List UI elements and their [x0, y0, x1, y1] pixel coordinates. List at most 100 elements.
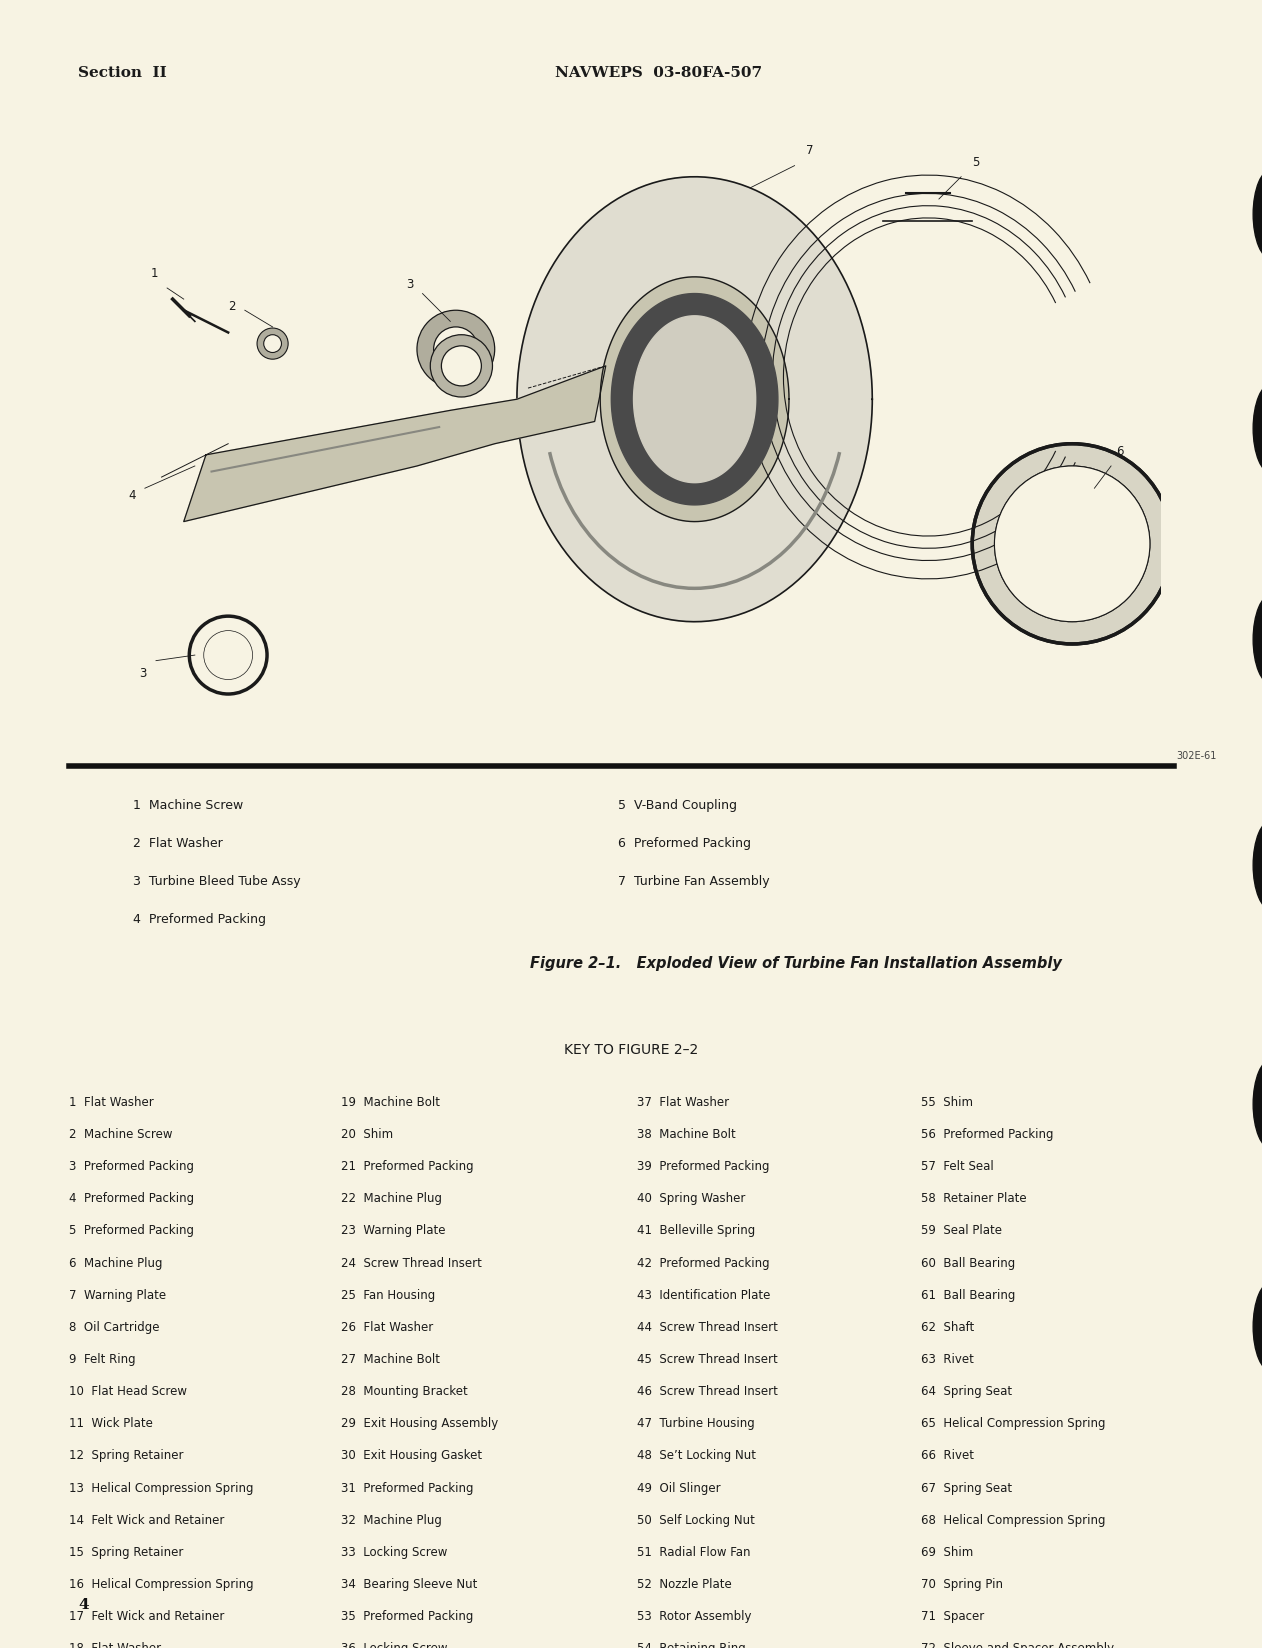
Text: 35  Preformed Packing: 35 Preformed Packing	[341, 1610, 473, 1623]
Text: 45  Screw Thread Insert: 45 Screw Thread Insert	[637, 1353, 779, 1366]
Text: 37  Flat Washer: 37 Flat Washer	[637, 1096, 729, 1109]
Text: 33  Locking Screw: 33 Locking Screw	[341, 1546, 447, 1559]
Text: 69  Shim: 69 Shim	[921, 1546, 973, 1559]
Circle shape	[430, 335, 492, 397]
Text: 40  Spring Washer: 40 Spring Washer	[637, 1193, 746, 1205]
Text: 22  Machine Plug: 22 Machine Plug	[341, 1193, 442, 1205]
Text: 36  Locking Screw: 36 Locking Screw	[341, 1641, 447, 1648]
Text: 55  Shim: 55 Shim	[921, 1096, 973, 1109]
Ellipse shape	[1253, 1282, 1262, 1371]
Text: 9  Felt Ring: 9 Felt Ring	[69, 1353, 136, 1366]
Text: 32  Machine Plug: 32 Machine Plug	[341, 1513, 442, 1526]
Text: NAVWEPS  03-80FA-507: NAVWEPS 03-80FA-507	[555, 66, 762, 79]
Text: 8  Oil Cartridge: 8 Oil Cartridge	[69, 1322, 160, 1333]
Text: 51  Radial Flow Fan: 51 Radial Flow Fan	[637, 1546, 751, 1559]
Text: 5  V-Band Coupling: 5 V-Band Coupling	[618, 799, 737, 812]
Text: 70  Spring Pin: 70 Spring Pin	[921, 1579, 1003, 1590]
Polygon shape	[601, 277, 789, 521]
Text: 38  Machine Bolt: 38 Machine Bolt	[637, 1129, 736, 1140]
Text: 66  Rivet: 66 Rivet	[921, 1450, 974, 1462]
Text: 6  Machine Plug: 6 Machine Plug	[69, 1256, 163, 1269]
Text: 4  Preformed Packing: 4 Preformed Packing	[133, 913, 265, 926]
Text: 302E-61: 302E-61	[1176, 751, 1217, 761]
Text: 6: 6	[1117, 445, 1124, 458]
Text: 1  Machine Screw: 1 Machine Screw	[133, 799, 242, 812]
Text: 72  Sleeve and Spacer Assembly: 72 Sleeve and Spacer Assembly	[921, 1641, 1114, 1648]
Text: 4: 4	[129, 489, 136, 503]
Text: 24  Screw Thread Insert: 24 Screw Thread Insert	[341, 1256, 482, 1269]
Text: 31  Preformed Packing: 31 Preformed Packing	[341, 1482, 473, 1495]
Circle shape	[416, 310, 495, 387]
Text: 4  Preformed Packing: 4 Preformed Packing	[69, 1193, 194, 1205]
Polygon shape	[611, 293, 777, 504]
Text: 5: 5	[972, 155, 979, 168]
Text: 21  Preformed Packing: 21 Preformed Packing	[341, 1160, 473, 1173]
Text: 71  Spacer: 71 Spacer	[921, 1610, 984, 1623]
Text: 2: 2	[228, 300, 236, 313]
Text: 27  Machine Bolt: 27 Machine Bolt	[341, 1353, 439, 1366]
Circle shape	[972, 443, 1172, 644]
Text: 56  Preformed Packing: 56 Preformed Packing	[921, 1129, 1054, 1140]
Text: 10  Flat Head Screw: 10 Flat Head Screw	[69, 1384, 188, 1398]
Text: 59  Seal Plate: 59 Seal Plate	[921, 1224, 1002, 1238]
Text: 2  Flat Washer: 2 Flat Washer	[133, 837, 222, 850]
Text: Section  II: Section II	[78, 66, 167, 79]
Text: KEY TO FIGURE 2–2: KEY TO FIGURE 2–2	[564, 1043, 698, 1056]
Text: 15  Spring Retainer: 15 Spring Retainer	[69, 1546, 184, 1559]
Text: 67  Spring Seat: 67 Spring Seat	[921, 1482, 1012, 1495]
Polygon shape	[634, 316, 756, 483]
Text: 26  Flat Washer: 26 Flat Washer	[341, 1322, 433, 1333]
Text: 3  Preformed Packing: 3 Preformed Packing	[69, 1160, 194, 1173]
Text: 63  Rivet: 63 Rivet	[921, 1353, 974, 1366]
Text: 58  Retainer Plate: 58 Retainer Plate	[921, 1193, 1027, 1205]
Text: 1  Flat Washer: 1 Flat Washer	[69, 1096, 154, 1109]
Text: 65  Helical Compression Spring: 65 Helical Compression Spring	[921, 1417, 1106, 1430]
Text: 54  Retaining Ring: 54 Retaining Ring	[637, 1641, 746, 1648]
Text: 2  Machine Screw: 2 Machine Screw	[69, 1129, 173, 1140]
Text: 50  Self Locking Nut: 50 Self Locking Nut	[637, 1513, 755, 1526]
Text: 7: 7	[805, 145, 813, 158]
Text: 60  Ball Bearing: 60 Ball Bearing	[921, 1256, 1016, 1269]
Text: 5  Preformed Packing: 5 Preformed Packing	[69, 1224, 194, 1238]
Text: 41  Belleville Spring: 41 Belleville Spring	[637, 1224, 756, 1238]
Text: 28  Mounting Bracket: 28 Mounting Bracket	[341, 1384, 467, 1398]
Ellipse shape	[1253, 170, 1262, 260]
Circle shape	[434, 326, 478, 371]
Text: 14  Felt Wick and Retainer: 14 Felt Wick and Retainer	[69, 1513, 225, 1526]
Text: 30  Exit Housing Gasket: 30 Exit Housing Gasket	[341, 1450, 482, 1462]
Text: 62  Shaft: 62 Shaft	[921, 1322, 974, 1333]
Text: 46  Screw Thread Insert: 46 Screw Thread Insert	[637, 1384, 779, 1398]
Ellipse shape	[1253, 384, 1262, 475]
Text: 3  Turbine Bleed Tube Assy: 3 Turbine Bleed Tube Assy	[133, 875, 300, 888]
Text: 1: 1	[150, 267, 158, 280]
Circle shape	[994, 466, 1150, 621]
Ellipse shape	[1253, 821, 1262, 911]
Text: 6  Preformed Packing: 6 Preformed Packing	[618, 837, 751, 850]
Text: 17  Felt Wick and Retainer: 17 Felt Wick and Retainer	[69, 1610, 225, 1623]
Text: 23  Warning Plate: 23 Warning Plate	[341, 1224, 445, 1238]
Ellipse shape	[1253, 595, 1262, 686]
Text: 3: 3	[406, 279, 413, 292]
Text: 44  Screw Thread Insert: 44 Screw Thread Insert	[637, 1322, 779, 1333]
Circle shape	[257, 328, 288, 359]
Text: 42  Preformed Packing: 42 Preformed Packing	[637, 1256, 770, 1269]
Text: 29  Exit Housing Assembly: 29 Exit Housing Assembly	[341, 1417, 498, 1430]
Text: 47  Turbine Housing: 47 Turbine Housing	[637, 1417, 755, 1430]
Circle shape	[264, 335, 281, 353]
Ellipse shape	[1253, 1058, 1262, 1150]
Text: 25  Fan Housing: 25 Fan Housing	[341, 1289, 435, 1302]
Text: 39  Preformed Packing: 39 Preformed Packing	[637, 1160, 770, 1173]
Text: 13  Helical Compression Spring: 13 Helical Compression Spring	[69, 1482, 254, 1495]
Text: 64  Spring Seat: 64 Spring Seat	[921, 1384, 1012, 1398]
Text: Figure 2–1.   Exploded View of Turbine Fan Installation Assembly: Figure 2–1. Exploded View of Turbine Fan…	[530, 956, 1061, 971]
Text: 16  Helical Compression Spring: 16 Helical Compression Spring	[69, 1579, 254, 1590]
Text: 7  Warning Plate: 7 Warning Plate	[69, 1289, 167, 1302]
Text: 12  Spring Retainer: 12 Spring Retainer	[69, 1450, 184, 1462]
Text: 52  Nozzle Plate: 52 Nozzle Plate	[637, 1579, 732, 1590]
Circle shape	[442, 346, 481, 386]
Text: 53  Rotor Assembly: 53 Rotor Assembly	[637, 1610, 752, 1623]
Text: 20  Shim: 20 Shim	[341, 1129, 392, 1140]
Text: 68  Helical Compression Spring: 68 Helical Compression Spring	[921, 1513, 1106, 1526]
Text: 19  Machine Bolt: 19 Machine Bolt	[341, 1096, 439, 1109]
Text: 57  Felt Seal: 57 Felt Seal	[921, 1160, 994, 1173]
